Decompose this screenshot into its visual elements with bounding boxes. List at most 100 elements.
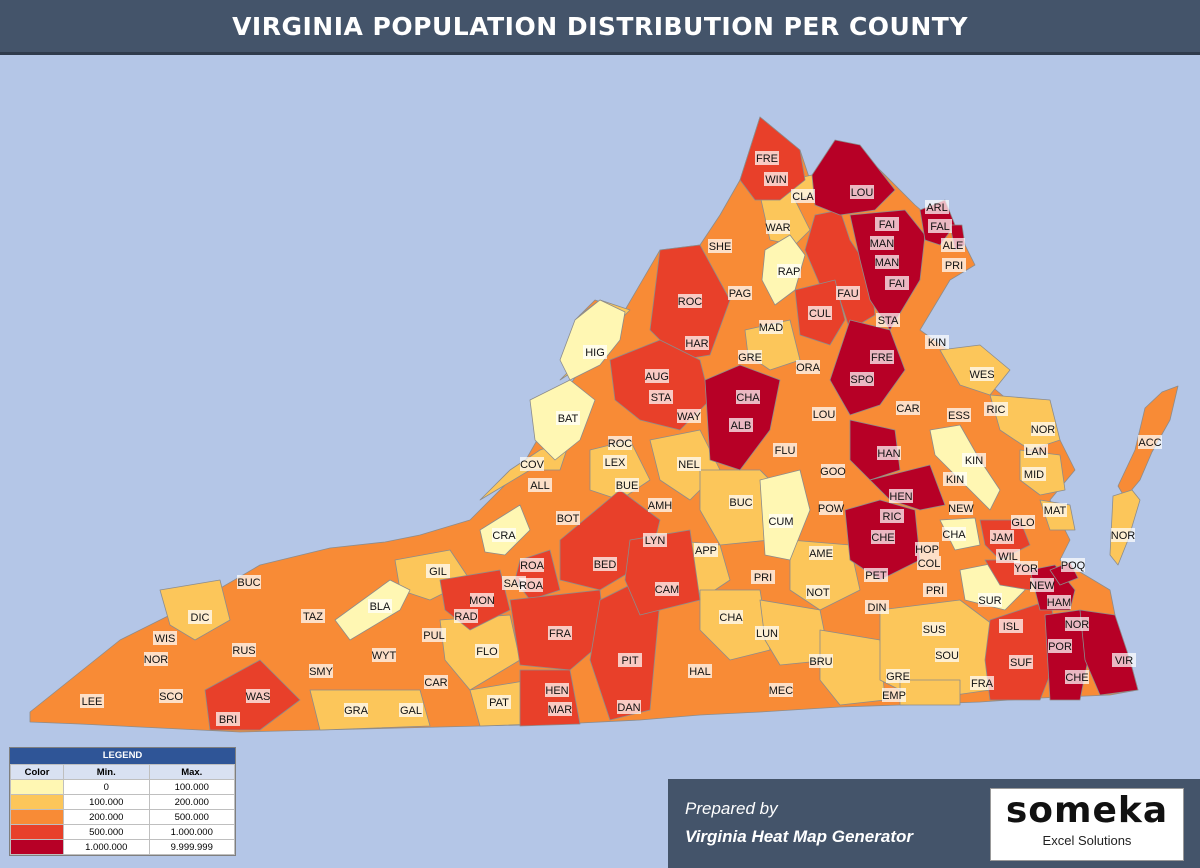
county-label-man[interactable]: MAN	[870, 236, 895, 250]
county-label-nel[interactable]: NEL	[677, 457, 701, 471]
county-label-hen[interactable]: HEN	[545, 683, 569, 697]
county-label-car[interactable]: CAR	[424, 675, 448, 689]
county-label-pri[interactable]: PRI	[751, 570, 775, 584]
county-label-car[interactable]: CAR	[896, 401, 920, 415]
county-label-cla[interactable]: CLA	[791, 189, 815, 203]
county-label-man[interactable]: MAN	[875, 255, 900, 269]
county-label-flo[interactable]: FLO	[475, 644, 499, 658]
county-label-not[interactable]: NOT	[806, 585, 830, 599]
county-label-fre[interactable]: FRE	[870, 350, 894, 364]
county-label-ric[interactable]: RIC	[880, 509, 904, 523]
county-label-fai[interactable]: FAI	[885, 276, 909, 290]
county-label-win[interactable]: WIN	[764, 172, 788, 186]
county-label-lun[interactable]: LUN	[755, 626, 779, 640]
county-label-pit[interactable]: PIT	[618, 653, 642, 667]
county-label-vir[interactable]: VIR	[1112, 653, 1136, 667]
county-label-gra[interactable]: GRA	[344, 703, 369, 717]
county-label-fal[interactable]: FAL	[928, 219, 952, 233]
county-label-smy[interactable]: SMY	[309, 664, 334, 678]
county-label-bla[interactable]: BLA	[368, 599, 392, 613]
county-label-fai[interactable]: FAI	[875, 217, 899, 231]
county-label-cha[interactable]: CHA	[942, 527, 966, 541]
county-label-cul[interactable]: CUL	[808, 306, 832, 320]
county-label-sus[interactable]: SUS	[922, 622, 946, 636]
county-label-ham[interactable]: HAM	[1047, 595, 1071, 609]
county-label-bot[interactable]: BOT	[556, 511, 580, 525]
county-label-new[interactable]: NEW	[948, 501, 974, 515]
county-label-roc[interactable]: ROC	[678, 294, 703, 308]
county-label-pag[interactable]: PAG	[728, 286, 752, 300]
county-label-lou[interactable]: LOU	[812, 407, 836, 421]
county-label-col[interactable]: COL	[917, 556, 941, 570]
county-label-lou[interactable]: LOU	[850, 185, 874, 199]
county-label-cra[interactable]: CRA	[492, 528, 516, 542]
county-label-she[interactable]: SHE	[708, 239, 732, 253]
county-label-ame[interactable]: AME	[809, 546, 833, 560]
county-label-mad[interactable]: MAD	[759, 320, 784, 334]
county-label-cha[interactable]: CHA	[719, 610, 743, 624]
someka-logo[interactable]: someka Excel Solutions	[990, 788, 1184, 861]
county-label-poq[interactable]: POQ	[1061, 558, 1086, 572]
county-label-han[interactable]: HAN	[877, 446, 901, 460]
county-label-nor[interactable]: NOR	[1065, 617, 1090, 631]
county-label-kin[interactable]: KIN	[943, 472, 967, 486]
county-label-wil[interactable]: WIL	[996, 549, 1020, 563]
county-label-ric[interactable]: RIC	[984, 402, 1008, 416]
county-label-ora[interactable]: ORA	[796, 360, 821, 374]
county-label-rus[interactable]: RUS	[232, 643, 256, 657]
county-label-din[interactable]: DIN	[865, 600, 889, 614]
county-label-arl[interactable]: ARL	[925, 200, 949, 214]
county-label-aug[interactable]: AUG	[645, 369, 669, 383]
county-label-amh[interactable]: AMH	[648, 498, 673, 512]
county-label-roa[interactable]: ROA	[519, 578, 544, 592]
county-label-flu[interactable]: FLU	[773, 443, 797, 457]
county-label-bru[interactable]: BRU	[809, 654, 833, 668]
county-label-che[interactable]: CHE	[871, 530, 895, 544]
county-label-app[interactable]: APP	[694, 543, 718, 557]
county-label-mar[interactable]: MAR	[548, 702, 573, 716]
county-label-lex[interactable]: LEX	[603, 455, 627, 469]
county-label-was[interactable]: WAS	[246, 689, 271, 703]
county-label-mid[interactable]: MID	[1022, 467, 1046, 481]
county-label-cum[interactable]: CUM	[768, 514, 794, 528]
county-label-kin[interactable]: KIN	[925, 335, 949, 349]
county-label-hen[interactable]: HEN	[889, 489, 913, 503]
county-label-roc[interactable]: ROC	[608, 436, 633, 450]
county-label-fau[interactable]: FAU	[836, 286, 860, 300]
county-label-nor[interactable]: NOR	[144, 652, 169, 666]
county-label-hop[interactable]: HOP	[915, 542, 939, 556]
county-label-pul[interactable]: PUL	[422, 628, 446, 642]
county-label-ale[interactable]: ALE	[941, 238, 965, 252]
county-label-hig[interactable]: HIG	[583, 345, 607, 359]
county-label-all[interactable]: ALL	[528, 478, 552, 492]
county-label-cha[interactable]: CHA	[736, 390, 760, 404]
county-label-lan[interactable]: LAN	[1024, 444, 1048, 458]
county-label-mat[interactable]: MAT	[1043, 503, 1067, 517]
county-label-jam[interactable]: JAM	[990, 530, 1014, 544]
county-label-fra[interactable]: FRA	[548, 626, 572, 640]
county-label-por[interactable]: POR	[1048, 639, 1072, 653]
county-label-bue[interactable]: BUE	[615, 478, 639, 492]
county-label-che[interactable]: CHE	[1065, 670, 1089, 684]
county-label-goo[interactable]: GOO	[820, 464, 846, 478]
county-label-kin[interactable]: KIN	[962, 453, 986, 467]
county-label-nor[interactable]: NOR	[1111, 528, 1136, 542]
county-label-war[interactable]: WAR	[765, 220, 791, 234]
county-label-sou[interactable]: SOU	[935, 648, 959, 662]
county-label-fre[interactable]: FRE	[755, 151, 779, 165]
county-label-bat[interactable]: BAT	[556, 411, 580, 425]
county-label-taz[interactable]: TAZ	[301, 609, 325, 623]
county-label-pri[interactable]: PRI	[923, 583, 947, 597]
county-label-cam[interactable]: CAM	[655, 582, 679, 596]
county-label-way[interactable]: WAY	[677, 409, 702, 423]
county-label-isl[interactable]: ISL	[999, 619, 1023, 633]
county-label-pow[interactable]: POW	[818, 501, 845, 515]
county-label-bri[interactable]: BRI	[216, 712, 240, 726]
county-label-wes[interactable]: WES	[969, 367, 995, 381]
county-label-spo[interactable]: SPO	[850, 372, 874, 386]
county-label-lyn[interactable]: LYN	[643, 533, 667, 547]
county-label-mon[interactable]: MON	[469, 593, 495, 607]
county-label-ess[interactable]: ESS	[947, 408, 971, 422]
county-label-gre[interactable]: GRE	[886, 669, 910, 683]
county-label-glo[interactable]: GLO	[1011, 515, 1035, 529]
